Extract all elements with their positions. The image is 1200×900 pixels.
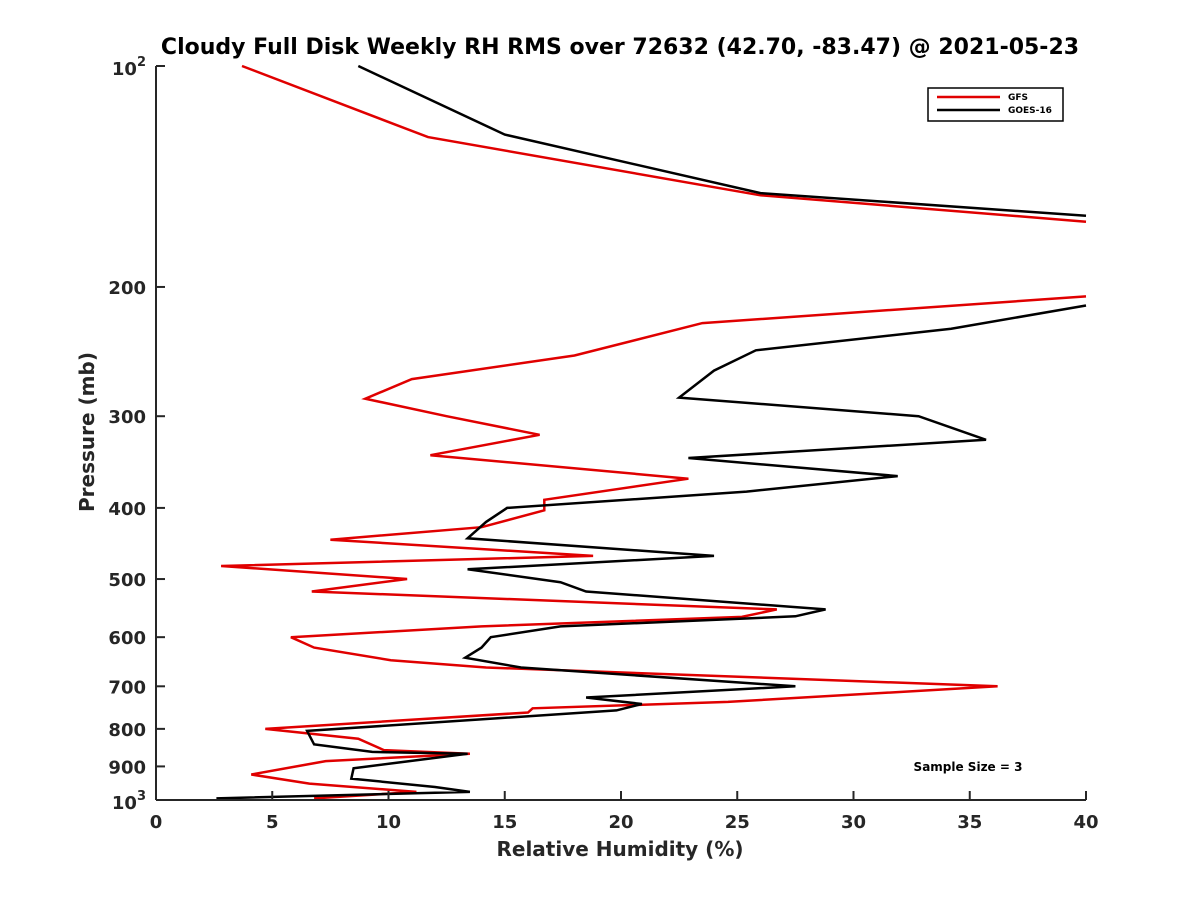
series-line-gfs-segment-2 — [221, 295, 1087, 800]
series-goes-16 — [216, 64, 1087, 800]
plot-area — [216, 64, 1087, 800]
x-tick-label: 40 — [1073, 812, 1098, 833]
x-tick-label: 5 — [266, 812, 279, 833]
y-tick-label: 600 — [108, 628, 146, 649]
y-tick-label-exponent: 102 — [112, 55, 146, 80]
series-line-goes-16-segment-2 — [216, 304, 1087, 800]
sample-size-annotation: Sample Size = 3 — [914, 760, 1023, 774]
y-tick-label: 200 — [108, 278, 146, 299]
x-tick-label: 35 — [957, 812, 982, 833]
legend-label-goes16: GOES-16 — [1008, 106, 1052, 116]
x-tick-label: 0 — [150, 812, 163, 833]
legend-box — [927, 87, 1064, 122]
x-tick-label: 25 — [725, 812, 750, 833]
x-tick-label: 20 — [608, 812, 633, 833]
y-tick-label: 300 — [108, 407, 146, 428]
x-tick-label: 10 — [376, 812, 401, 833]
chart-title: Cloudy Full Disk Weekly RH RMS over 7263… — [161, 35, 1079, 60]
y-tick-label: 400 — [108, 499, 146, 520]
x-axis-label: Relative Humidity (%) — [496, 837, 743, 861]
y-tick-label: 900 — [108, 757, 146, 778]
x-tick-label: 30 — [841, 812, 866, 833]
x-tick-label: 15 — [492, 812, 517, 833]
y-axis-label: Pressure (mb) — [75, 352, 99, 512]
legend: GFS GOES-16 — [927, 87, 1064, 122]
legend-label-gfs: GFS — [1008, 93, 1028, 103]
series-gfs — [221, 64, 1087, 800]
y-axis-ticks: 102 200 300 400 500 600 700 800 900 103 — [108, 55, 165, 814]
series-line-goes-16-segment-1 — [357, 64, 1087, 218]
y-tick-label: 500 — [108, 570, 146, 591]
x-axis-ticks: 0 5 10 15 20 25 30 35 40 — [150, 791, 1099, 833]
y-tick-label: 800 — [108, 720, 146, 741]
y-tick-label-exponent: 103 — [112, 789, 146, 814]
series-line-gfs-segment-1 — [241, 64, 1087, 223]
y-tick-label: 700 — [108, 677, 146, 698]
